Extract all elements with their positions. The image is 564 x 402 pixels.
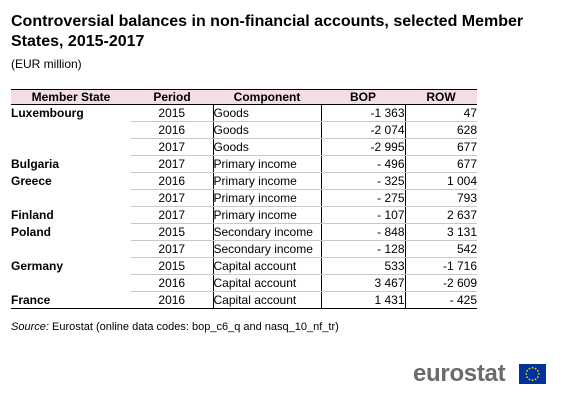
bop-cell: - 275 (320, 189, 405, 207)
component-cell: Capital account (212, 257, 321, 275)
period-cell: 2016 (131, 172, 213, 190)
bop-cell: -2 995 (320, 138, 405, 156)
member-state-cell: Germany (11, 259, 64, 273)
member-state-cell (11, 122, 131, 139)
eu-star-icon (528, 378, 531, 381)
row-cell: - 425 (404, 291, 477, 309)
row-cell: 1 004 (404, 172, 477, 190)
component-cell: Primary income (212, 172, 321, 190)
period-cell: 2016 (131, 274, 213, 292)
member-state-cell: Poland (11, 225, 52, 239)
member-state-cell: Bulgaria (11, 157, 60, 171)
period-cell: 2017 (131, 240, 213, 258)
component-cell: Secondary income (212, 223, 321, 241)
period-cell: 2017 (131, 138, 213, 156)
table-row: 2016 Goods -2 074 628 (11, 121, 477, 139)
table-row: Finland 2017 Primary income - 107 2 637 (11, 206, 477, 224)
row-cell: 793 (404, 189, 477, 207)
member-state-cell: Luxembourg (11, 106, 84, 121)
table-row: Luxembourg 2015 Goods -1 363 47 (11, 104, 477, 122)
period-cell: 2015 (131, 104, 213, 122)
table-header-row: Member State Period Component BOP ROW (11, 89, 477, 105)
period-cell: 2016 (131, 291, 213, 309)
component-cell: Primary income (212, 189, 321, 207)
row-cell: 542 (404, 240, 477, 258)
bop-cell: 3 467 (320, 274, 405, 292)
eu-star-icon (526, 376, 529, 378)
table-title: Controversial balances in non-financial … (11, 13, 524, 50)
component-cell: Capital account (212, 291, 321, 309)
period-cell: 2015 (131, 257, 213, 275)
component-cell: Primary income (212, 155, 321, 173)
member-state-cell: Greece (11, 174, 52, 188)
eu-flag-icon (519, 364, 546, 384)
table-row: Greece 2016 Primary income - 325 1 004 (11, 172, 477, 190)
row-cell: 3 131 (404, 223, 477, 241)
member-state-cell (11, 275, 131, 292)
component-cell: Primary income (212, 206, 321, 224)
header-member-state: Member State (11, 89, 131, 105)
header-bop: BOP (321, 89, 405, 105)
period-cell: 2015 (131, 223, 213, 241)
component-cell: Goods (212, 138, 321, 156)
table-row: Poland 2015 Secondary income - 848 3 131 (11, 223, 477, 241)
bop-cell: 1 431 (320, 291, 405, 309)
member-state-cell: Finland (11, 208, 54, 222)
eu-star-icon (534, 367, 537, 370)
period-cell: 2017 (131, 155, 213, 173)
unit-label: (EUR million) (11, 57, 82, 71)
bop-cell: - 848 (320, 223, 405, 241)
source-label: Source: (11, 321, 49, 333)
member-state-cell: France (11, 291, 131, 309)
table-row: Bulgaria 2017 Primary income - 496 677 (11, 155, 477, 173)
period-cell: 2016 (131, 121, 213, 139)
member-state-cell (11, 241, 131, 258)
row-cell: -2 609 (404, 274, 477, 292)
eu-star-icon (531, 366, 534, 369)
eu-star-icon (531, 379, 534, 382)
row-cell: 2 637 (404, 206, 477, 224)
table-row: France 2016 Capital account 1 431- 425 (11, 291, 477, 309)
bop-cell: - 107 (320, 206, 405, 224)
table-row: 2017 Primary income - 275 793 (11, 189, 477, 207)
eurostat-logo-text: eurostat (413, 360, 506, 387)
header-row: ROW (405, 89, 477, 105)
bop-cell: - 496 (320, 155, 405, 173)
row-cell: 628 (404, 121, 477, 139)
period-cell: 2017 (131, 189, 213, 207)
source-note: Source: Eurostat (online data codes: bop… (11, 321, 339, 334)
period-cell: 2017 (131, 206, 213, 224)
eu-star-icon (537, 373, 540, 375)
bop-cell: -2 074 (320, 121, 405, 139)
table-row: 2016 Capital account 3 467 -2 609 (11, 274, 477, 292)
row-cell: 47 (404, 104, 477, 122)
data-table: Member State Period Component BOP ROW Lu… (11, 89, 477, 309)
table-row: Germany 2015 Capital account 533 -1 716 (11, 257, 477, 275)
member-state-cell (11, 190, 131, 207)
bop-cell: -1 363 (320, 104, 405, 122)
source-text: Eurostat (online data codes: bop_c6_q an… (51, 321, 339, 333)
eu-star-icon (528, 367, 531, 370)
component-cell: Goods (212, 104, 321, 122)
eu-star-icon (525, 373, 528, 375)
component-cell: Secondary income (212, 240, 321, 258)
table-row: 2017 Secondary income - 128 542 (11, 240, 477, 258)
row-cell: 677 (404, 138, 477, 156)
member-state-cell (11, 139, 131, 156)
component-cell: Goods (212, 121, 321, 139)
eu-star-icon (536, 370, 539, 372)
row-cell: -1 716 (404, 257, 477, 275)
row-cell: 677 (404, 155, 477, 173)
eu-star-icon (534, 378, 537, 381)
eu-star-icon (536, 376, 539, 378)
table-row: 2017 Goods -2 995 677 (11, 138, 477, 156)
component-cell: Capital account (212, 274, 321, 292)
eu-star-icon (526, 370, 529, 372)
header-component: Component (213, 89, 321, 105)
bop-cell: 533 (320, 257, 405, 275)
header-period: Period (131, 89, 213, 105)
bop-cell: - 325 (320, 172, 405, 190)
bop-cell: - 128 (320, 240, 405, 258)
